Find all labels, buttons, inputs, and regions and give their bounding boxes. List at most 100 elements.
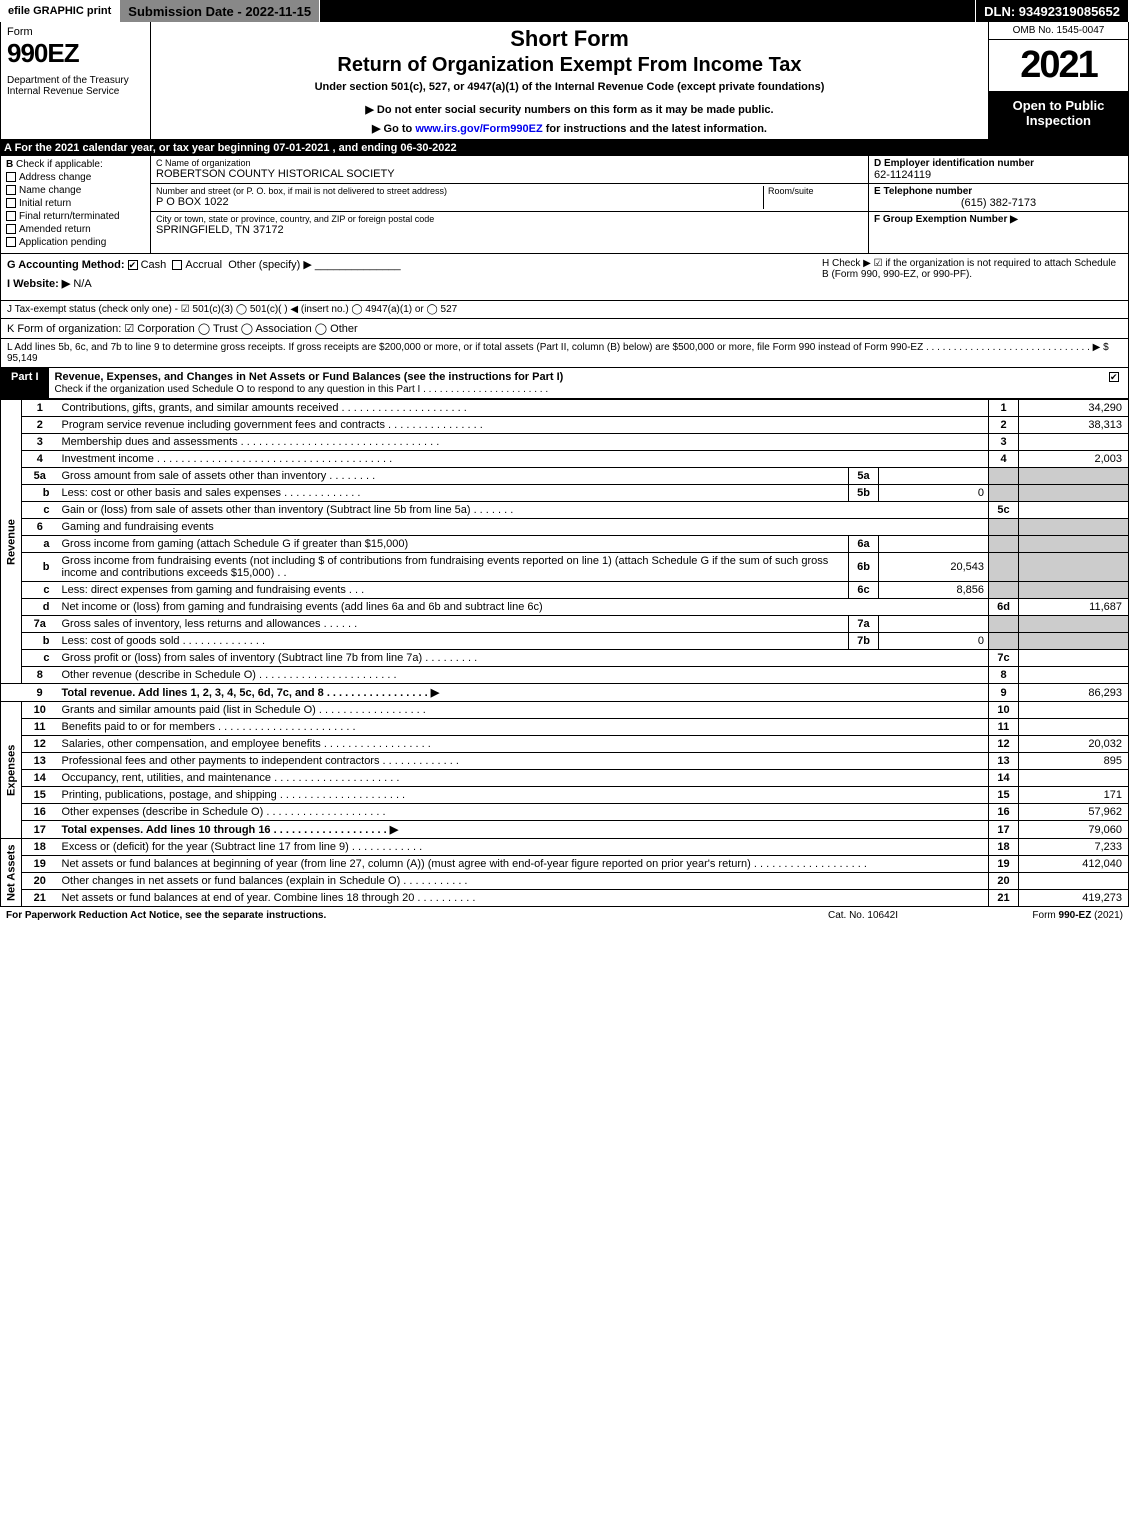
- top-bar: efile GRAPHIC print Submission Date - 20…: [0, 0, 1129, 22]
- opt-final: Final return/terminated: [19, 211, 120, 222]
- part-i-header: Part I Revenue, Expenses, and Changes in…: [0, 368, 1129, 399]
- section-j: J Tax-exempt status (check only one) - ☑…: [0, 301, 1129, 319]
- line-16: 16Other expenses (describe in Schedule O…: [1, 804, 1129, 821]
- city: SPRINGFIELD, TN 37172: [156, 224, 863, 236]
- check-if-applicable: Check if applicable:: [16, 159, 103, 170]
- initial-return-checkbox[interactable]: [6, 198, 16, 208]
- name-label: C Name of organization: [156, 158, 863, 168]
- line-6c: cLess: direct expenses from gaming and f…: [1, 582, 1129, 599]
- row-a: A For the 2021 calendar year, or tax yea…: [0, 140, 1129, 156]
- form-number: 990EZ: [7, 38, 144, 69]
- spacer: [320, 0, 976, 22]
- other-label: Other (specify) ▶: [228, 259, 312, 271]
- name-change-checkbox[interactable]: [6, 185, 16, 195]
- cat-no: Cat. No. 10642I: [763, 910, 963, 921]
- submission-date: Submission Date - 2022-11-15: [120, 0, 320, 22]
- net-assets-vlabel: Net Assets: [1, 839, 22, 907]
- street-label: Number and street (or P. O. box, if mail…: [156, 186, 763, 196]
- under-section: Under section 501(c), 527, or 4947(a)(1)…: [159, 81, 980, 93]
- org-name: ROBERTSON COUNTY HISTORICAL SOCIETY: [156, 168, 863, 180]
- part-i-desc: Revenue, Expenses, and Changes in Net As…: [55, 371, 564, 383]
- room-label: Room/suite: [768, 186, 863, 196]
- ein: 62-1124119: [874, 169, 1123, 181]
- part-i-sub: Check if the organization used Schedule …: [55, 384, 549, 395]
- line-4: 4Investment income . . . . . . . . . . .…: [1, 451, 1129, 468]
- website-note: ▶ Go to www.irs.gov/Form990EZ for instru…: [159, 122, 980, 135]
- section-ghi: G Accounting Method: Cash Accrual Other …: [0, 254, 1129, 301]
- line-11: 11Benefits paid to or for members . . . …: [1, 719, 1129, 736]
- b-label: B: [6, 159, 13, 170]
- address-change-checkbox[interactable]: [6, 172, 16, 182]
- line-17: 17Total expenses. Add lines 10 through 1…: [1, 821, 1129, 839]
- short-form-title: Short Form: [159, 26, 980, 52]
- opt-amended: Amended return: [19, 224, 91, 235]
- accrual-checkbox[interactable]: [172, 260, 182, 270]
- amended-return-checkbox[interactable]: [6, 224, 16, 234]
- section-k: K Form of organization: ☑ Corporation ◯ …: [0, 319, 1129, 339]
- col-c: C Name of organization ROBERTSON COUNTY …: [151, 156, 868, 253]
- h-check: H Check ▶ ☑ if the organization is not r…: [822, 258, 1122, 296]
- opt-pending: Application pending: [19, 237, 106, 248]
- form-ref: Form 990-EZ (2021): [963, 910, 1123, 921]
- dln: DLN: 93492319085652: [976, 0, 1129, 22]
- efile-label[interactable]: efile GRAPHIC print: [0, 0, 120, 22]
- line-7a: 7aGross sales of inventory, less returns…: [1, 616, 1129, 633]
- line-1: Revenue 1Contributions, gifts, grants, a…: [1, 400, 1129, 417]
- irs-link[interactable]: www.irs.gov/Form990EZ: [415, 123, 542, 135]
- opt-initial: Initial return: [19, 198, 71, 209]
- website-value: N/A: [73, 278, 91, 290]
- line-6d: dNet income or (loss) from gaming and fu…: [1, 599, 1129, 616]
- line-7c: cGross profit or (loss) from sales of in…: [1, 650, 1129, 667]
- form-title: Return of Organization Exempt From Incom…: [159, 54, 980, 77]
- opt-name: Name change: [19, 185, 81, 196]
- part-i-label: Part I: [1, 368, 49, 398]
- schedule-o-checkbox[interactable]: [1109, 372, 1119, 382]
- section-l: L Add lines 5b, 6c, and 7b to line 9 to …: [0, 339, 1129, 368]
- line-8: 8Other revenue (describe in Schedule O) …: [1, 667, 1129, 684]
- line-19: 19Net assets or fund balances at beginni…: [1, 856, 1129, 873]
- header-left: Form 990EZ Department of the Treasury In…: [1, 22, 151, 139]
- department: Department of the Treasury Internal Reve…: [7, 75, 144, 97]
- street: P O BOX 1022: [156, 196, 763, 208]
- line-7b: bLess: cost of goods sold . . . . . . . …: [1, 633, 1129, 650]
- tel-label: E Telephone number: [874, 186, 1123, 197]
- form-word: Form: [7, 26, 144, 38]
- group-exemption-label: F Group Exemption Number ▶: [874, 214, 1123, 225]
- g-label: G Accounting Method:: [7, 259, 125, 271]
- line-21: 21Net assets or fund balances at end of …: [1, 890, 1129, 907]
- line-6a: aGross income from gaming (attach Schedu…: [1, 536, 1129, 553]
- revenue-vlabel: Revenue: [1, 400, 22, 684]
- col-def: D Employer identification number 62-1124…: [868, 156, 1128, 253]
- tax-year: 2021: [989, 40, 1128, 92]
- line-10: Expenses 10Grants and similar amounts pa…: [1, 702, 1129, 719]
- col-b: B Check if applicable: Address change Na…: [1, 156, 151, 253]
- line-9: 9Total revenue. Add lines 1, 2, 3, 4, 5c…: [1, 684, 1129, 702]
- expenses-vlabel: Expenses: [1, 702, 22, 839]
- line-13: 13Professional fees and other payments t…: [1, 753, 1129, 770]
- cash-label: Cash: [141, 259, 167, 271]
- line-2: 2Program service revenue including gover…: [1, 417, 1129, 434]
- application-pending-checkbox[interactable]: [6, 237, 16, 247]
- ssn-note: ▶ Do not enter social security numbers o…: [159, 103, 980, 116]
- paperwork-notice: For Paperwork Reduction Act Notice, see …: [6, 910, 763, 921]
- opt-address: Address change: [19, 172, 91, 183]
- cash-checkbox[interactable]: [128, 260, 138, 270]
- footer: For Paperwork Reduction Act Notice, see …: [0, 907, 1129, 924]
- ein-label: D Employer identification number: [874, 158, 1123, 169]
- line-6: 6Gaming and fundraising events: [1, 519, 1129, 536]
- line-15: 15Printing, publications, postage, and s…: [1, 787, 1129, 804]
- line-3: 3Membership dues and assessments . . . .…: [1, 434, 1129, 451]
- omb-number: OMB No. 1545-0047: [989, 22, 1128, 40]
- line-5c: cGain or (loss) from sale of assets othe…: [1, 502, 1129, 519]
- line-6b: bGross income from fundraising events (n…: [1, 553, 1129, 582]
- i-label: I Website: ▶: [7, 278, 70, 290]
- final-return-checkbox[interactable]: [6, 211, 16, 221]
- line-14: 14Occupancy, rent, utilities, and mainte…: [1, 770, 1129, 787]
- accrual-label: Accrual: [185, 259, 222, 271]
- header-right: OMB No. 1545-0047 2021 Open to Public In…: [988, 22, 1128, 139]
- line-20: 20Other changes in net assets or fund ba…: [1, 873, 1129, 890]
- header-mid: Short Form Return of Organization Exempt…: [151, 22, 988, 139]
- part-i-table: Revenue 1Contributions, gifts, grants, a…: [0, 399, 1129, 907]
- line-5a: 5aGross amount from sale of assets other…: [1, 468, 1129, 485]
- line-18: Net Assets 18Excess or (deficit) for the…: [1, 839, 1129, 856]
